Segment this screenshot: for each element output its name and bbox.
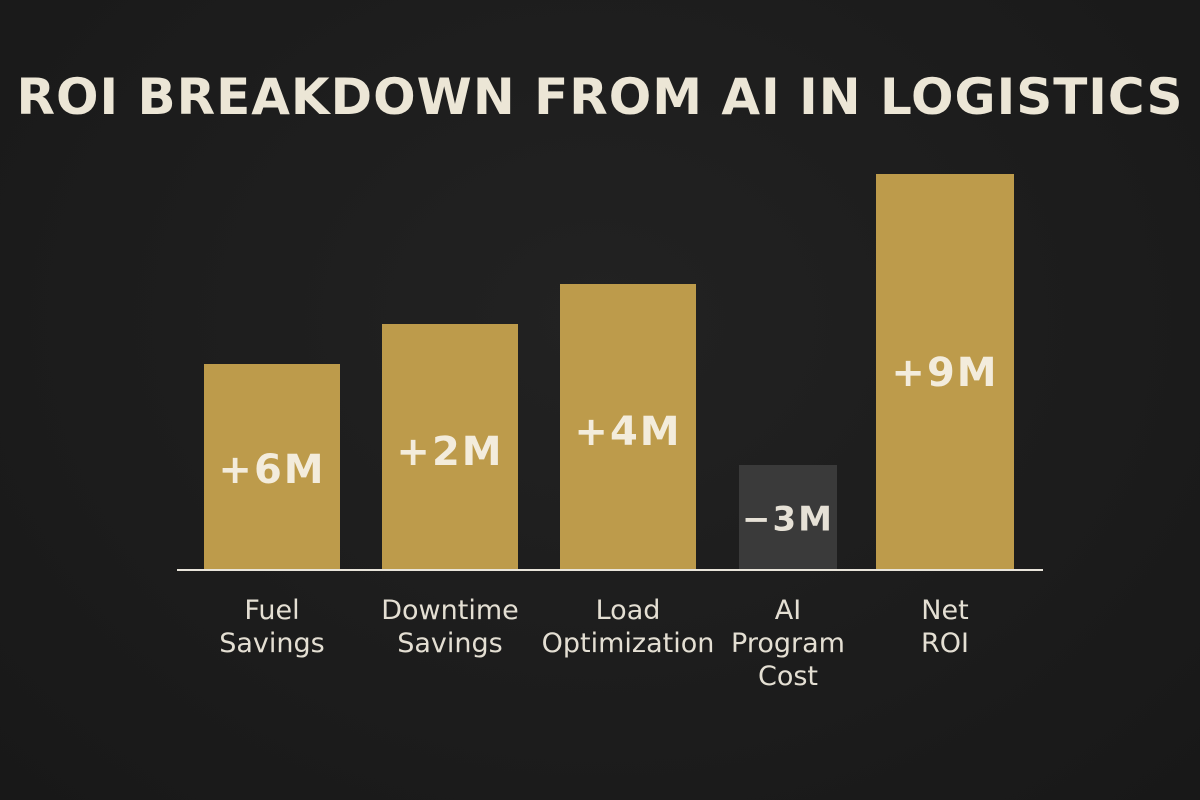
category-label-line: Fuel	[244, 595, 299, 626]
category-label: Net ROI	[921, 595, 969, 659]
bar-load-optimization	[560, 284, 696, 570]
bar-net-roi	[876, 174, 1014, 570]
bars-group: +6M +2M +4M −3M +9M	[204, 174, 1014, 570]
bar-value-label: +6M	[218, 447, 325, 493]
category-label-line: Load	[596, 595, 661, 626]
category-label-line: Net	[921, 595, 968, 626]
bar-fuel-savings	[204, 364, 340, 570]
bar-value-label: +4M	[574, 409, 681, 455]
chart-title: ROI BREAKDOWN FROM AI IN LOGISTICS	[16, 68, 1184, 126]
category-label: Load Optimization	[542, 595, 715, 659]
category-label-line: AI	[775, 595, 801, 626]
category-label-line: Program	[731, 628, 845, 659]
category-label-line: ROI	[921, 628, 969, 659]
category-label-line: Optimization	[542, 628, 715, 659]
category-label-line: Cost	[758, 661, 818, 692]
bar-value-label: +2M	[396, 429, 503, 475]
category-label: AI Program Cost	[731, 595, 845, 692]
category-label: Fuel Savings	[219, 595, 324, 659]
bar-ai-program-cost	[739, 465, 837, 570]
category-label-line: Savings	[397, 628, 502, 659]
bar-downtime-savings	[382, 324, 518, 570]
bar-value-label: +9M	[891, 350, 998, 396]
category-label: Downtime Savings	[381, 595, 519, 659]
bar-value-label: −3M	[742, 500, 834, 540]
category-label-line: Savings	[219, 628, 324, 659]
category-label-line: Downtime	[381, 595, 519, 626]
